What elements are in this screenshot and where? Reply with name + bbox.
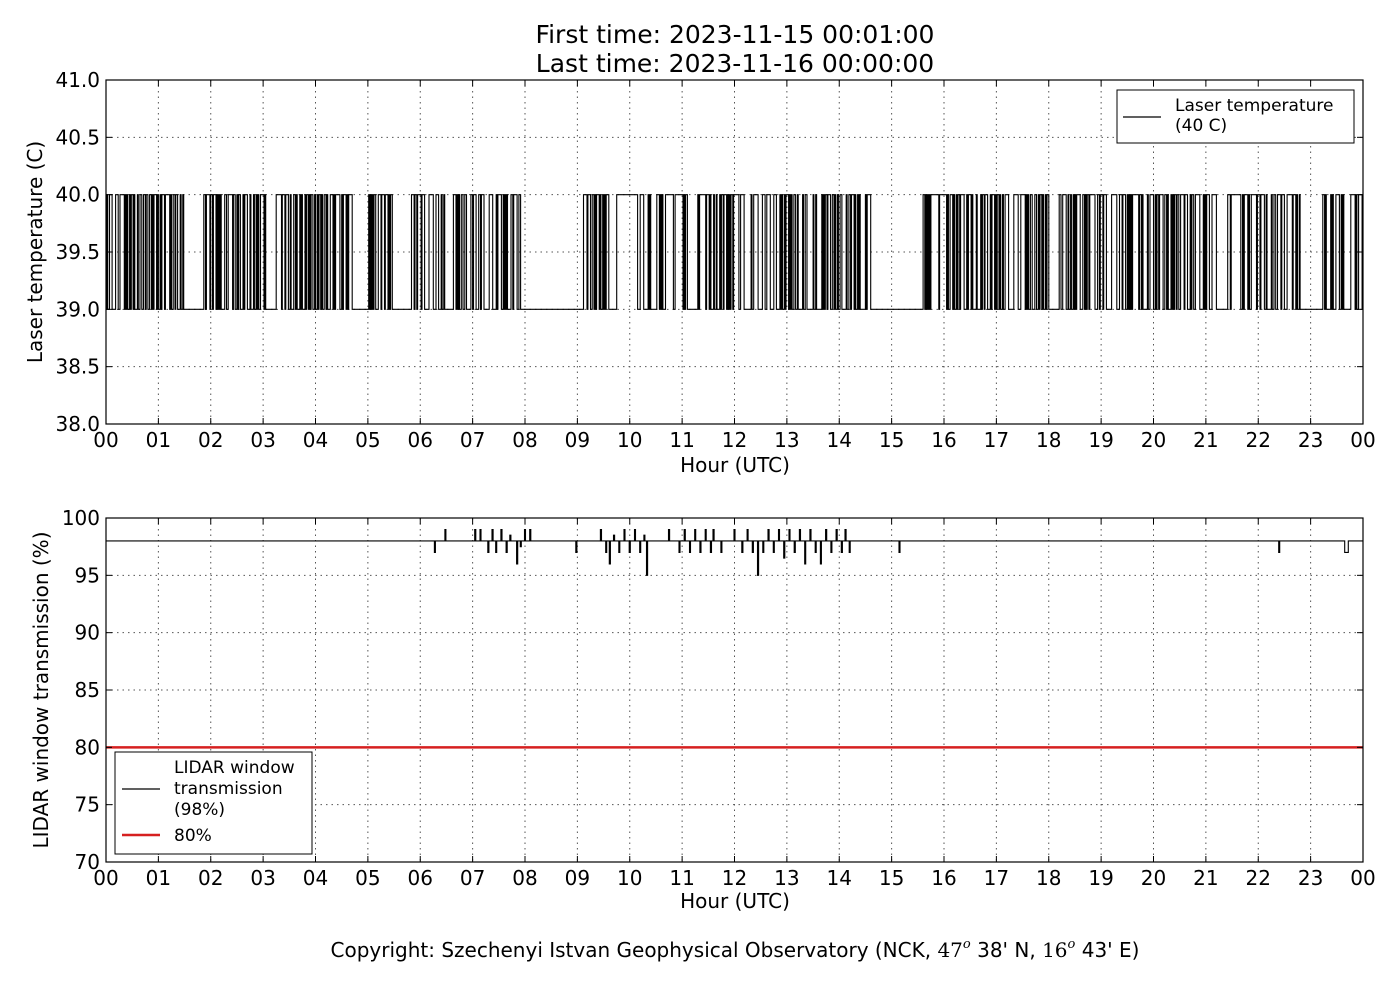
lidar-transmission-panel: 00 01 02 03 04 05 06 07 08 09 10 11 12 13 14 15 16 17 18 19…: [29, 506, 1376, 913]
lidar-transmission-line: [106, 528, 1363, 576]
laser-temperature-x-tick-label: 02: [198, 428, 223, 452]
laser-temperature-legend-label-2: (40 C): [1175, 116, 1227, 136]
lidar-transmission-x-tick-label: 10: [617, 866, 642, 890]
lidar-transmission-legend-box: [114, 751, 313, 855]
lidar-transmission-x-tick-label: 23: [1298, 866, 1323, 890]
lidar-transmission-x-tick-label: 02: [198, 866, 223, 890]
lidar-transmission-x-axis-label: Hour (UTC): [680, 889, 790, 913]
laser-temperature-x-tick-label: 09: [565, 428, 590, 452]
laser-temperature-y-tick-label: 41.0: [55, 68, 100, 92]
lidar-transmission-ticks: 00 01 02 03 04 05 06 07 08 09 10 11 12 13 14 15 16 17 18 19…: [62, 506, 1376, 890]
laser-temperature-legend: Laser temperature (40 C): [1116, 89, 1355, 144]
laser-temperature-x-tick-label: 16: [931, 428, 956, 452]
laser-temperature-y-tick-label: 39.0: [55, 297, 100, 321]
laser-temperature-legend-label-1: Laser temperature: [1175, 96, 1333, 116]
copyright-footer: Copyright: Szechenyi Istvan Geophysical …: [331, 937, 1140, 962]
laser-temperature-x-tick-label: 11: [669, 428, 694, 452]
lidar-transmission-x-tick-label: 00: [93, 866, 118, 890]
lidar-transmission-legend-label-2: transmission: [174, 779, 283, 799]
lidar-transmission-x-tick-label: 14: [827, 866, 852, 890]
laser-temperature-x-tick-label: 03: [250, 428, 275, 452]
lidar-transmission-y-tick-label: 80: [75, 735, 100, 759]
laser-temperature-x-tick-label: 18: [1036, 428, 1061, 452]
lidar-transmission-y-tick-label: 85: [75, 678, 100, 702]
laser-temperature-x-tick-label: 15: [879, 428, 904, 452]
lidar-transmission-x-tick-label: 05: [355, 866, 380, 890]
lidar-transmission-x-tick-label: 20: [1141, 866, 1166, 890]
lidar-transmission-x-tick-label: 08: [512, 866, 537, 890]
laser-temperature-panel: 00 01 02 03 04 05 06 07 08 09 10 11 12 13 14 15 16 17 18 19…: [23, 68, 1376, 477]
laser-temperature-y-tick-label: 38.0: [55, 412, 100, 436]
laser-temperature-x-tick-label: 17: [984, 428, 1009, 452]
lidar-transmission-x-tick-label: 18: [1036, 866, 1061, 890]
laser-temperature-x-tick-label: 19: [1088, 428, 1113, 452]
laser-temperature-x-tick-label: 14: [827, 428, 852, 452]
lidar-transmission-x-tick-label: 11: [669, 866, 694, 890]
lidar-transmission-x-tick-label: 22: [1246, 866, 1271, 890]
laser-temperature-x-axis-label: Hour (UTC): [680, 453, 790, 477]
lidar-transmission-x-tick-label: 09: [565, 866, 590, 890]
lidar-transmission-x-tick-label: 13: [774, 866, 799, 890]
lidar-transmission-y-tick-label: 75: [75, 793, 100, 817]
lidar-transmission-x-tick-label: 04: [303, 866, 328, 890]
laser-temperature-line: [106, 194, 1363, 310]
lidar-transmission-x-tick-label: 01: [146, 866, 171, 890]
laser-temperature-x-tick-label: 01: [146, 428, 171, 452]
lidar-transmission-x-tick-label: 17: [984, 866, 1009, 890]
lidar-transmission-x-tick-label: 07: [460, 866, 485, 890]
lidar-transmission-y-axis-label: LIDAR window transmission (%): [29, 532, 53, 849]
laser-temperature-x-tick-label: 20: [1141, 428, 1166, 452]
chart-title-line-2: Last time: 2023-11-16 00:00:00: [536, 49, 934, 78]
lidar-transmission-legend-label-3: (98%): [174, 800, 225, 820]
laser-temperature-ticks: 00 01 02 03 04 05 06 07 08 09 10 11 12 13 14 15 16 17 18 19…: [55, 68, 1375, 452]
laser-temperature-x-tick-label: 23: [1298, 428, 1323, 452]
laser-temperature-x-tick-label: 13: [774, 428, 799, 452]
lidar-transmission-x-tick-label: 12: [722, 866, 747, 890]
lidar-transmission-x-tick-label: 06: [408, 866, 433, 890]
lidar-transmission-x-tick-label: 19: [1088, 866, 1113, 890]
lidar-transmission-x-tick-label: 00: [1350, 866, 1375, 890]
lidar-transmission-y-tick-label: 90: [75, 621, 100, 645]
laser-temperature-y-tick-label: 39.5: [55, 240, 100, 264]
laser-temperature-series: [106, 194, 1363, 310]
lidar-transmission-y-tick-label: 70: [75, 850, 100, 874]
laser-temperature-x-tick-label: 22: [1246, 428, 1271, 452]
laser-temperature-y-tick-label: 38.5: [55, 355, 100, 379]
lidar-transmission-x-tick-label: 03: [250, 866, 275, 890]
laser-temperature-y-tick-label: 40.0: [55, 183, 100, 207]
laser-temperature-x-tick-label: 04: [303, 428, 328, 452]
laser-temperature-x-tick-label: 07: [460, 428, 485, 452]
laser-temperature-x-tick-label: 21: [1193, 428, 1218, 452]
threshold-80-legend-label: 80%: [174, 826, 212, 846]
lidar-transmission-legend: LIDAR window transmission (98%) 80%: [114, 751, 313, 855]
laser-temperature-x-tick-label: 05: [355, 428, 380, 452]
lidar-transmission-y-tick-label: 100: [62, 506, 100, 530]
laser-temperature-x-tick-label: 08: [512, 428, 537, 452]
lidar-transmission-legend-label-1: LIDAR window: [174, 758, 295, 778]
lidar-transmission-x-tick-label: 21: [1193, 866, 1218, 890]
lidar-transmission-series: [106, 528, 1363, 576]
lidar-transmission-x-tick-label: 15: [879, 866, 904, 890]
laser-temperature-x-tick-label: 06: [408, 428, 433, 452]
lidar-transmission-y-tick-label: 95: [75, 563, 100, 587]
laser-temperature-x-tick-label: 00: [1350, 428, 1375, 452]
lidar-transmission-x-tick-label: 16: [931, 866, 956, 890]
laser-temperature-x-tick-label: 00: [93, 428, 118, 452]
laser-temperature-x-tick-label: 12: [722, 428, 747, 452]
chart-title-line-1: First time: 2023-11-15 00:01:00: [536, 20, 935, 49]
laser-temperature-y-axis-label: Laser temperature (C): [23, 141, 47, 363]
laser-temperature-x-tick-label: 10: [617, 428, 642, 452]
laser-temperature-y-tick-label: 40.5: [55, 125, 100, 149]
